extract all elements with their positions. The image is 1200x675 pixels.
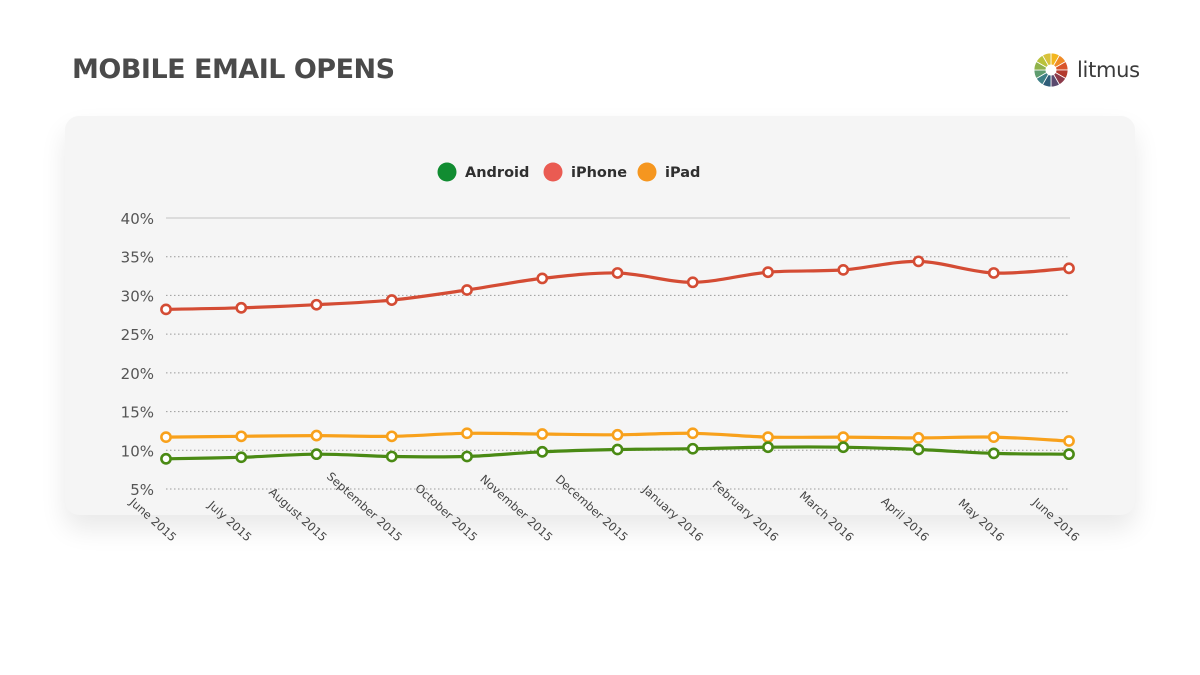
x-tick-label: September 2015 (324, 469, 405, 544)
data-point-android (310, 448, 323, 461)
data-point-android (611, 443, 624, 456)
x-tick-label: July 2015 (205, 497, 255, 544)
y-tick-label: 20% (121, 365, 154, 383)
data-point-ipad (1063, 435, 1075, 447)
legend-marker (437, 162, 457, 182)
y-tick-label: 10% (121, 442, 154, 460)
legend-marker (637, 162, 657, 182)
data-point-ipad (837, 431, 850, 444)
data-point-android (762, 441, 774, 454)
data-point-iphone (160, 303, 172, 316)
x-tick-label: October 2015 (412, 481, 480, 544)
x-tick-label: June 2016 (1029, 494, 1082, 544)
y-axis-tick-labels: 5% 10% 15% 20% 25% 30% 35% 40% (121, 210, 154, 499)
data-point-android (461, 450, 473, 463)
y-tick-label: 40% (121, 210, 154, 228)
data-point-iphone (912, 255, 925, 268)
data-point-ipad (686, 427, 699, 440)
data-point-ipad (762, 431, 774, 444)
data-point-android (987, 447, 1000, 460)
brand-logo: litmus (1033, 52, 1140, 88)
data-point-iphone (461, 284, 473, 296)
data-point-ipad (987, 431, 1000, 444)
data-point-ipad (536, 428, 549, 440)
legend-label: Android (465, 165, 529, 181)
legend-item-android: Android (437, 162, 529, 182)
brand-name: litmus (1077, 58, 1140, 82)
data-point-ipad (160, 431, 172, 444)
legend-label: iPad (665, 165, 700, 181)
y-tick-label: 25% (121, 326, 154, 344)
data-point-iphone (762, 266, 774, 279)
data-point-iphone (310, 298, 323, 311)
data-point-ipad (235, 430, 248, 443)
series-iphone (160, 255, 1075, 316)
litmus-color-wheel-icon (1033, 52, 1069, 88)
chart-legend: Android iPhone iPad (437, 162, 700, 182)
data-point-android (385, 450, 398, 463)
data-point-android (912, 443, 925, 456)
x-tick-label: December 2015 (553, 472, 631, 544)
data-point-iphone (837, 263, 850, 276)
data-point-android (235, 451, 248, 464)
data-point-android (160, 452, 172, 465)
data-point-iphone (686, 276, 699, 289)
data-point-ipad (310, 429, 323, 442)
x-tick-label: August 2015 (266, 485, 330, 544)
data-point-iphone (536, 272, 549, 285)
x-tick-label: January 2016 (639, 482, 706, 544)
legend-item-ipad: iPad (637, 162, 700, 182)
x-tick-label: March 2016 (797, 488, 857, 544)
data-point-android (837, 441, 850, 454)
data-point-ipad (611, 428, 624, 441)
series-lines (160, 255, 1075, 465)
data-point-iphone (1063, 262, 1075, 275)
data-point-iphone (611, 267, 624, 279)
y-tick-label: 30% (121, 287, 154, 305)
x-tick-label: May 2016 (956, 496, 1008, 544)
data-point-android (1063, 448, 1075, 461)
legend-label: iPhone (571, 165, 627, 181)
data-point-ipad (385, 430, 398, 443)
data-point-iphone (235, 301, 248, 314)
x-tick-label: April 2016 (878, 494, 931, 544)
legend-marker (543, 162, 563, 182)
page-title: MOBILE EMAIL OPENS (72, 54, 395, 85)
data-point-iphone (385, 294, 398, 306)
y-tick-label: 35% (121, 249, 154, 267)
x-tick-label: June 2015 (126, 494, 179, 544)
x-tick-label: February 2016 (710, 478, 782, 545)
y-tick-label: 5% (130, 481, 154, 499)
series-ipad (160, 427, 1075, 447)
x-tick-label: November 2015 (477, 472, 555, 544)
data-point-android (536, 445, 549, 458)
series-android (160, 441, 1075, 465)
data-point-iphone (987, 267, 1000, 279)
data-point-ipad (461, 427, 473, 440)
y-tick-label: 15% (121, 404, 154, 422)
data-point-android (686, 442, 699, 455)
data-point-ipad (912, 431, 925, 444)
legend-item-iphone: iPhone (543, 162, 627, 182)
